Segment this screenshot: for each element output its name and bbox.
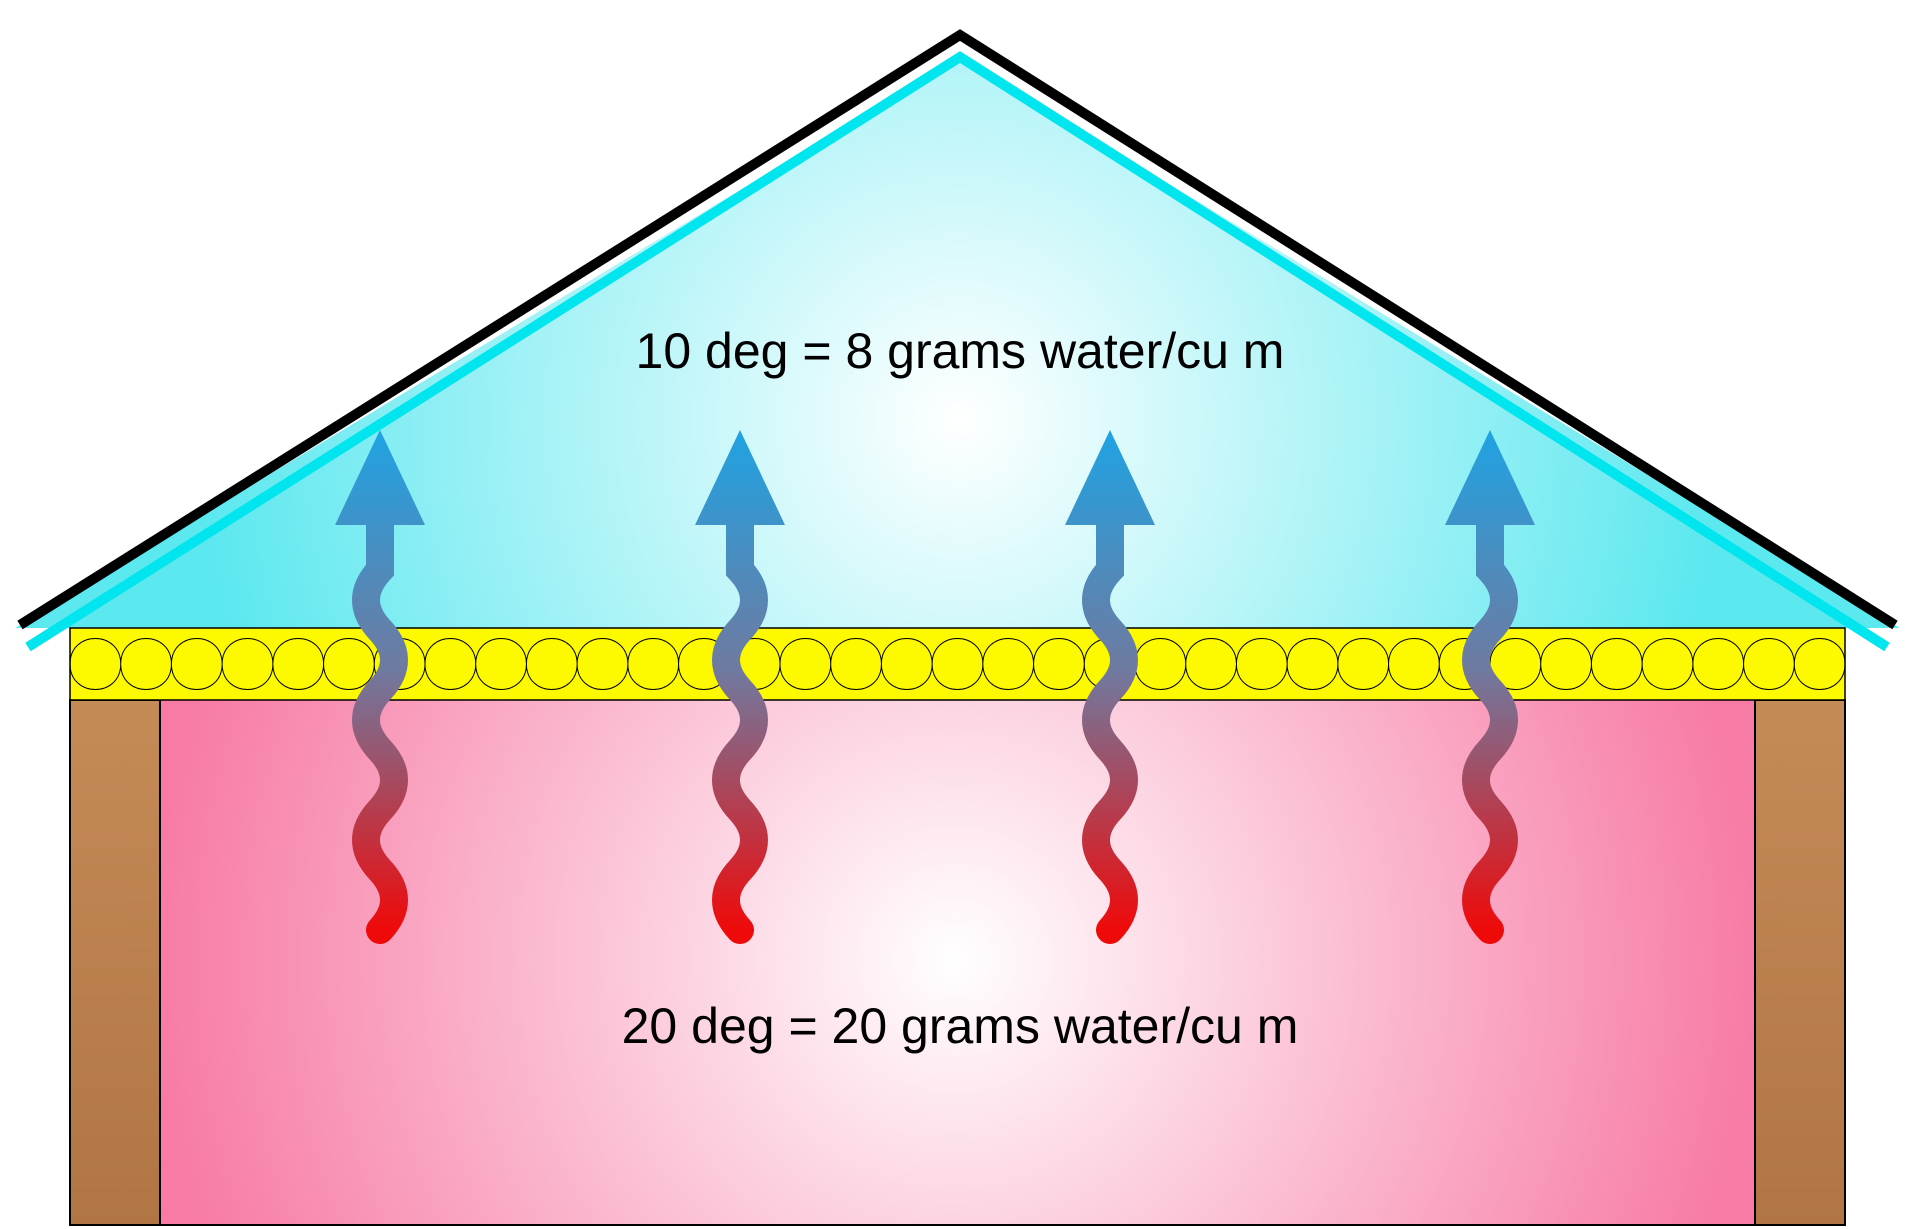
attic-label: 10 deg = 8 grams water/cu m: [636, 323, 1285, 379]
wall-left: [70, 700, 160, 1225]
room-label: 20 deg = 20 grams water/cu m: [622, 998, 1299, 1054]
wall-right: [1755, 700, 1845, 1225]
